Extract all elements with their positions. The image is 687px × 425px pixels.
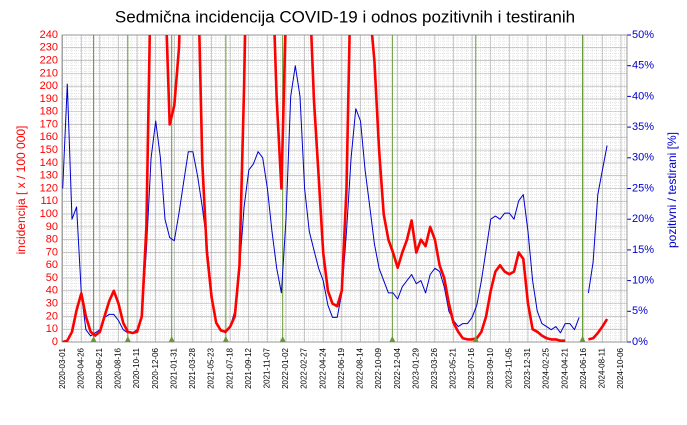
marker-triangle	[279, 336, 286, 342]
y-tick-label: 130	[40, 170, 58, 182]
y-tick-label: 60	[46, 259, 58, 271]
x-tick-label: 2022-01-02	[281, 347, 290, 388]
x-tick-label: 2022-08-14	[356, 347, 365, 388]
y-tick-label: 90	[46, 221, 58, 233]
x-tick-label: 2020-10-11	[132, 347, 141, 388]
y2-tick-label: 40%	[632, 90, 654, 102]
y2-tick-label: 25%	[632, 182, 654, 194]
marker-triangle	[90, 336, 97, 342]
y-tick-label: 80	[46, 234, 58, 246]
y-tick-label: 20	[46, 310, 58, 322]
x-tick-label: 2024-02-25	[542, 347, 551, 388]
marker-triangle	[579, 336, 586, 342]
marker-triangle	[472, 336, 479, 342]
x-tick-label: 2020-08-16	[114, 347, 123, 388]
y2-tick-label: 20%	[632, 213, 654, 225]
y-tick-label: 100	[40, 208, 58, 220]
series-line	[62, 65, 608, 337]
x-tick-label: 2022-10-09	[374, 347, 383, 388]
x-tick-label: 2022-12-04	[393, 347, 402, 388]
plot-area	[62, 35, 609, 342]
x-tick-label: 2020-06-21	[95, 347, 104, 388]
x-tick-label: 2022-06-19	[337, 347, 346, 388]
y-tick-label: 110	[40, 195, 58, 207]
x-tick-label: 2021-11-07	[263, 347, 272, 388]
y-tick-label: 240	[40, 29, 58, 41]
x-tick-label: 2022-04-24	[318, 347, 327, 388]
y-tick-label: 200	[40, 80, 58, 92]
x-tick-label: 2022-02-27	[300, 347, 309, 388]
y-tick-label: 220	[40, 54, 58, 66]
y-tick-label: 30	[46, 298, 58, 310]
marker-triangle	[389, 336, 396, 342]
x-tick-label: 2023-03-26	[430, 347, 439, 388]
y-tick-label: 190	[40, 93, 58, 105]
x-tick-label: 2023-12-31	[523, 347, 532, 388]
x-tick-label: 2020-03-01	[58, 347, 67, 388]
y-tick-label: 180	[40, 106, 58, 118]
y-tick-label: 50	[46, 272, 58, 284]
y-tick-label: 210	[40, 67, 58, 79]
y2-axis-label: pozitivni / testirani [%]	[665, 132, 679, 248]
marker-triangle	[124, 336, 131, 342]
y2-tick-label: 0%	[632, 336, 648, 348]
y-tick-label: 230	[40, 42, 58, 54]
y-tick-label: 140	[40, 157, 58, 169]
x-tick-label: 2024-06-16	[579, 347, 588, 388]
y-tick-label: 10	[46, 323, 58, 335]
x-tick-label: 2023-05-21	[449, 347, 458, 388]
x-tick-label: 2024-04-21	[560, 347, 569, 388]
x-tick-label: 2021-01-31	[169, 347, 178, 388]
y-tick-label: 70	[46, 246, 58, 258]
x-tick-label: 2023-01-29	[411, 347, 420, 388]
y-tick-label: 160	[40, 131, 58, 143]
y-tick-label: 150	[40, 144, 58, 156]
y-tick-label: 0	[52, 336, 58, 348]
series-line	[62, 35, 609, 342]
x-tick-label: 2020-12-06	[151, 347, 160, 388]
x-tick-label: 2021-09-12	[244, 347, 253, 388]
y2-tick-label: 30%	[632, 152, 654, 164]
y-tick-label: 170	[40, 118, 58, 130]
y2-tick-label: 10%	[632, 275, 654, 287]
marker-triangle	[222, 336, 229, 342]
y-axis-label: incidencija [ x / 100 000]	[14, 126, 28, 255]
chart-title: Sedmična incidencija COVID-19 i odnos po…	[115, 7, 575, 26]
y2-tick-label: 5%	[632, 305, 648, 317]
x-tick-label: 2021-03-28	[188, 347, 197, 388]
x-tick-label: 2024-10-06	[616, 347, 625, 388]
x-tick-label: 2024-08-11	[598, 347, 607, 388]
y2-tick-label: 45%	[632, 60, 654, 72]
marker-triangle	[168, 336, 175, 342]
y2-tick-label: 15%	[632, 244, 654, 256]
x-tick-label: 2023-09-10	[486, 347, 495, 388]
plot-frame	[61, 34, 628, 343]
y2-tick-label: 50%	[632, 29, 654, 41]
x-tick-label: 2021-07-18	[225, 347, 234, 388]
y2-tick-label: 35%	[632, 121, 654, 133]
y-tick-label: 40	[46, 285, 58, 297]
x-tick-label: 2020-04-26	[76, 347, 85, 388]
x-tick-label: 2023-11-05	[504, 347, 513, 388]
y-tick-label: 120	[40, 182, 58, 194]
x-tick-label: 2021-05-23	[207, 347, 216, 388]
x-tick-label: 2023-07-16	[467, 347, 476, 388]
